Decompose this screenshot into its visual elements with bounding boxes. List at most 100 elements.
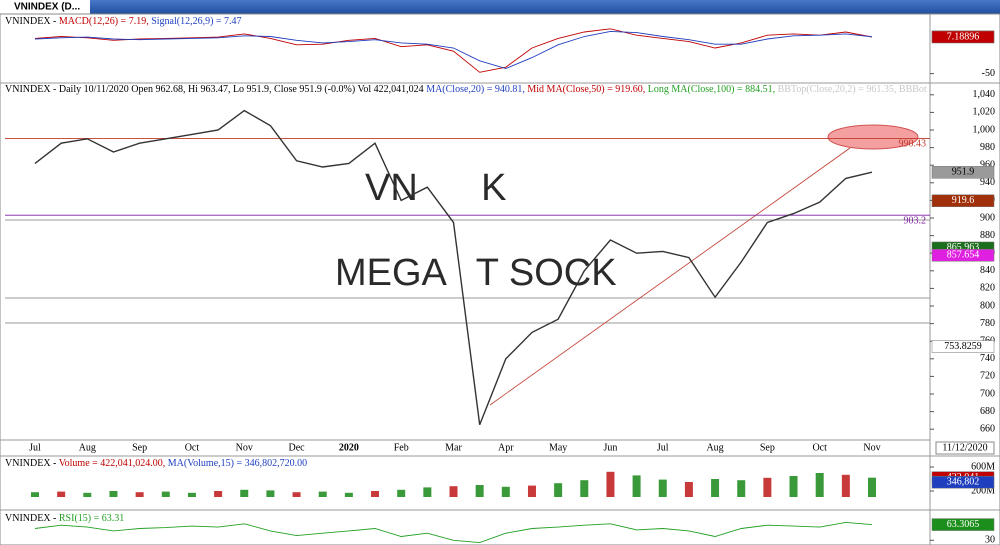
- pane-header: VNINDEX - Volume = 422,041,024.00, MA(Vo…: [5, 458, 307, 469]
- y-tick-label: 600M: [971, 461, 995, 472]
- y-tick-label: 740: [980, 353, 995, 364]
- y-tick-label: 1,000: [973, 124, 996, 135]
- frame: [0, 13, 1000, 545]
- y-tick-label: 800: [980, 300, 995, 311]
- x-tick-label: Jun: [603, 442, 617, 453]
- volume-bar: [423, 487, 432, 497]
- volume-bar: [266, 490, 275, 497]
- volume-bar: [371, 491, 380, 497]
- header-part: VNINDEX -: [5, 458, 59, 469]
- y-tick-label: 30: [985, 535, 995, 545]
- series-line: [34, 28, 873, 73]
- volume-bar: [135, 492, 144, 497]
- price-marker-label: 865.963: [947, 242, 980, 253]
- x-tick-label: Jul: [29, 442, 41, 453]
- price-marker: [931, 249, 995, 262]
- pane-header: VNINDEX - MACD(12,26) = 7.19, Signal(12,…: [5, 16, 242, 27]
- y-tick-label: 780: [980, 318, 995, 329]
- series-line: [34, 30, 873, 69]
- price-marker: [931, 340, 995, 353]
- y-tick-label: 980: [980, 142, 995, 153]
- volume-bar: [57, 491, 66, 497]
- date-label: 11/12/2020: [942, 442, 987, 453]
- header-part: MACD(12,26) = 7.19,: [59, 16, 151, 27]
- volume-bar: [527, 485, 536, 497]
- x-tick-label: Oct: [185, 442, 200, 453]
- header-part: VNINDEX - Daily 10/11/2020 Open 962.68, …: [5, 84, 426, 95]
- volume-bar: [240, 489, 249, 497]
- watermark: VN K: [365, 167, 506, 209]
- y-tick-label: 680: [980, 406, 995, 417]
- volume-bar: [789, 476, 798, 497]
- y-tick-label: 900: [980, 212, 995, 223]
- price-marker: [931, 475, 995, 489]
- volume-bar: [31, 492, 39, 497]
- header-part: Long MA(Close,100) = 884.51,: [648, 84, 778, 95]
- volume-bar: [580, 480, 589, 497]
- x-tick-label: May: [549, 442, 567, 453]
- volume-bar: [187, 492, 196, 497]
- header-part: RSI(15) = 63.31: [59, 513, 124, 524]
- volume-bar: [606, 471, 615, 497]
- volume-bar: [109, 491, 118, 497]
- pane-header: VNINDEX - RSI(15) = 63.31: [5, 513, 124, 524]
- y-tick-label: 820: [980, 283, 995, 294]
- header-part: BBTop(Close,20,2) = 961.35, BBBot: [778, 84, 927, 95]
- price-marker: [931, 194, 995, 208]
- price-marker-label: 7.18896: [947, 31, 980, 42]
- price-marker: [931, 30, 995, 44]
- tab[interactable]: [0, 0, 90, 14]
- header-part: Mid MA(Close,50) = 919.60,: [527, 84, 647, 95]
- volume-bar: [868, 477, 876, 497]
- x-tick-label: Nov: [863, 442, 880, 453]
- series-line: [34, 109, 873, 426]
- header-part: Volume = 422,041,024.00,: [59, 458, 168, 469]
- y-tick-label: 700: [980, 388, 995, 399]
- volume-bar: [397, 489, 406, 497]
- y-tick-label: 200M: [971, 485, 995, 496]
- volume-bar: [501, 486, 510, 497]
- volume-bar: [292, 492, 301, 497]
- x-tick-label: Dec: [289, 442, 306, 453]
- x-tick-label: Jul: [657, 442, 669, 453]
- window-title: VNINDEX (D...: [14, 2, 80, 13]
- header-part: MA(Volume,15) = 346,802,720.00: [168, 458, 307, 469]
- price-marker: [931, 166, 995, 179]
- price-marker-label: 346,802: [947, 476, 980, 487]
- volume-bar: [161, 491, 170, 497]
- price-marker-label: 857.654: [947, 250, 980, 261]
- x-tick-label: Nov: [236, 442, 253, 453]
- x-tick-label: Oct: [812, 442, 827, 453]
- volume-bar: [318, 491, 327, 497]
- price-marker-label: 63.3065: [947, 519, 980, 530]
- price-marker-label: 919.6: [952, 195, 975, 206]
- title-bar: [0, 0, 1000, 14]
- volume-bar: [475, 485, 484, 497]
- volume-bar: [815, 473, 824, 497]
- x-tick-label: Mar: [445, 442, 462, 453]
- x-tick-label: Feb: [394, 442, 409, 453]
- volume-bar: [763, 477, 772, 497]
- highlight: [827, 124, 919, 150]
- level-label: 990.43: [899, 139, 927, 150]
- volume-bar: [658, 479, 667, 497]
- volume-bar: [449, 486, 458, 497]
- volume-bar: [737, 480, 746, 497]
- price-marker: [931, 518, 995, 531]
- y-tick-label: 840: [980, 265, 995, 276]
- x-tick-label: Aug: [706, 442, 723, 453]
- y-tick-label: -50: [982, 68, 995, 79]
- y-tick-label: 940: [980, 177, 995, 188]
- series-line: [34, 521, 873, 544]
- y-tick-label: 1,040: [973, 89, 996, 100]
- header-part: VNINDEX -: [5, 513, 59, 524]
- y-tick-label: 880: [980, 230, 995, 241]
- x-tick-label: Sep: [760, 442, 775, 453]
- trend-line: [489, 147, 851, 406]
- x-tick-label: Apr: [498, 442, 514, 453]
- volume-bar: [632, 475, 641, 497]
- price-marker-label: 753.8259: [944, 341, 982, 352]
- pane-header: VNINDEX - Daily 10/11/2020 Open 962.68, …: [5, 84, 927, 95]
- x-tick-label: Sep: [132, 442, 147, 453]
